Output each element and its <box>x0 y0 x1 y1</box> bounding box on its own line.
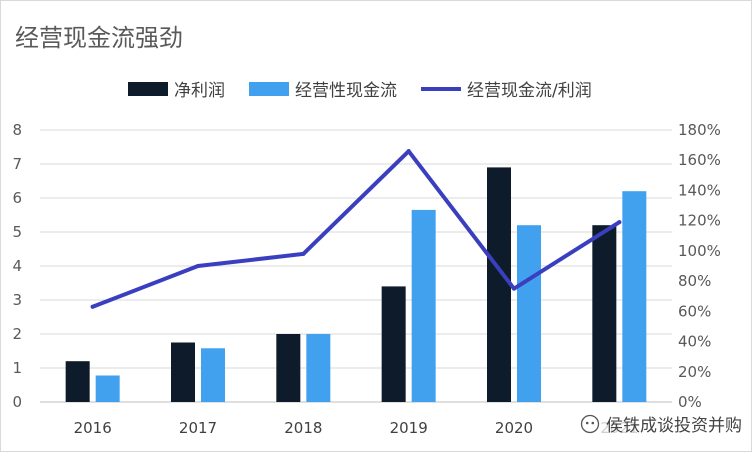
bar-net-profit <box>171 342 195 402</box>
bar-operating-cash-flow <box>622 191 647 402</box>
chart-legend: 净利润 经营性现金流 经营现金流/利润 <box>128 76 616 101</box>
line-ratio-point <box>406 149 411 154</box>
legend-item-operating-cash-flow: 经营性现金流 <box>249 76 397 101</box>
bar-operating-cash-flow <box>517 225 541 402</box>
line-ratio-point <box>196 264 200 268</box>
legend-item-ratio: 经营现金流/利润 <box>421 76 592 101</box>
line-ratio-point <box>90 304 95 309</box>
bar-net-profit <box>276 334 301 402</box>
y-right-tick-label: 100% <box>678 242 721 260</box>
bar-operating-cash-flow <box>411 209 436 402</box>
y-left-tick-label: 2 <box>12 325 22 343</box>
y-right-tick-label: 180% <box>678 121 721 139</box>
y-left-tick-label: 1 <box>12 359 22 377</box>
wechat-icon <box>580 414 600 433</box>
y-right-tick-label: 40% <box>678 333 711 351</box>
x-tick-label: 2017 <box>179 419 217 437</box>
x-tick-label: 2016 <box>74 419 112 437</box>
legend-label-operating-cash-flow: 经营性现金流 <box>295 81 397 101</box>
y-right-tick-label: 0% <box>678 393 702 411</box>
bar-operating-cash-flow <box>306 334 331 402</box>
bar-net-profit <box>592 225 617 402</box>
line-ratio-point <box>617 220 622 225</box>
x-tick-label: 2020 <box>495 419 533 437</box>
y-right-tick-label: 140% <box>678 181 721 199</box>
y-right-tick-label: 80% <box>678 272 711 290</box>
y-right-tick-label: 120% <box>678 212 721 230</box>
y-left-tick-label: 4 <box>12 257 22 275</box>
bar-net-profit <box>65 361 90 402</box>
y-right-tick-label: 60% <box>678 302 711 320</box>
legend-swatch-operating-cash-flow <box>249 81 289 96</box>
legend-label-ratio: 经营现金流/利润 <box>467 81 592 101</box>
bar-net-profit <box>381 286 406 402</box>
y-left-tick-label: 3 <box>12 291 22 309</box>
line-ratio <box>90 149 622 309</box>
line-ratio-point <box>512 286 516 291</box>
x-tick-label: 2019 <box>390 419 428 437</box>
y-left-tick-label: 6 <box>12 189 22 207</box>
bar-net-profit <box>487 167 511 402</box>
legend-label-net-profit: 净利润 <box>174 81 225 101</box>
chart-title: 经营现金流强劲 <box>15 24 183 52</box>
y-left-tick-label: 8 <box>12 121 22 139</box>
y-left-tick-label: 0 <box>12 393 22 411</box>
line-ratio-point <box>301 251 306 256</box>
watermark-text: 侯铁成谈投资并购 <box>606 416 742 436</box>
legend-item-net-profit: 净利润 <box>128 76 225 101</box>
bar-operating-cash-flow <box>95 375 120 402</box>
y-left-tick-label: 7 <box>12 155 22 173</box>
y-right-tick-label: 160% <box>678 151 721 169</box>
watermark: 侯铁成谈投资并购 <box>576 409 746 438</box>
y-left-tick-label: 5 <box>12 223 22 241</box>
x-tick-label: 2018 <box>284 419 322 437</box>
legend-swatch-net-profit <box>128 81 168 96</box>
legend-swatch-ratio <box>421 86 461 91</box>
bar-operating-cash-flow <box>201 348 225 402</box>
y-right-tick-label: 20% <box>678 363 711 381</box>
